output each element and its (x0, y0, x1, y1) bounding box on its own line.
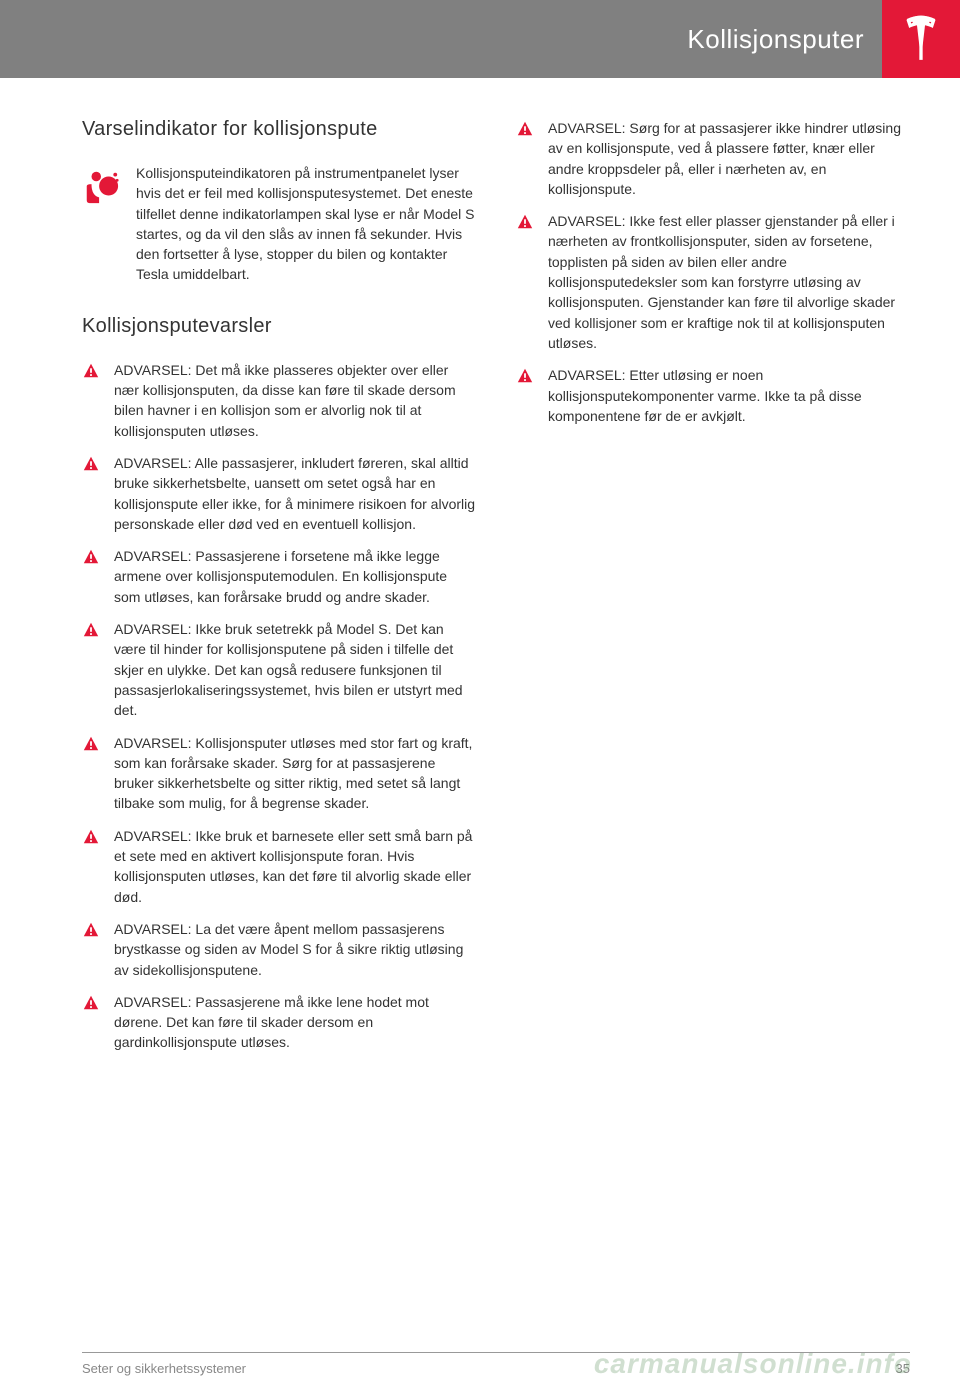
logo-container (882, 0, 960, 78)
warning-triangle-icon (82, 828, 100, 846)
warning-triangle-icon (516, 213, 534, 231)
page-content: Varselindikator for kollisjonspute Kolli… (0, 78, 960, 1065)
warning-block: ADVARSEL: Sørg for at passasjerer ikke h… (516, 118, 910, 199)
warning-block: ADVARSEL: Alle passasjerer, inkludert fø… (82, 453, 476, 534)
warning-triangle-icon (82, 362, 100, 380)
warnings-left-container: ADVARSEL: Det må ikke plasseres objekter… (82, 360, 476, 1053)
warning-triangle-icon (82, 994, 100, 1012)
warnings-right-container: ADVARSEL: Sørg for at passasjerer ikke h… (516, 118, 910, 426)
page-footer: Seter og sikkerhetssystemer 35 (0, 1352, 960, 1376)
warning-block: ADVARSEL: Ikke fest eller plasser gjenst… (516, 211, 910, 353)
warning-block: ADVARSEL: Ikke bruk et barnesete eller s… (82, 826, 476, 907)
section-heading-indicator: Varselindikator for kollisjonspute (82, 118, 476, 141)
page-header: Kollisjonsputer (0, 0, 960, 78)
warning-text: ADVARSEL: Ikke bruk setetrekk på Model S… (114, 619, 476, 720)
warning-block: ADVARSEL: Det må ikke plasseres objekter… (82, 360, 476, 441)
footer-page-number: 35 (896, 1361, 910, 1376)
warning-triangle-icon (82, 548, 100, 566)
warning-block: ADVARSEL: Passasjerene må ikke lene hode… (82, 992, 476, 1053)
warning-triangle-icon (82, 735, 100, 753)
warning-triangle-icon (516, 367, 534, 385)
warning-text: ADVARSEL: Ikke fest eller plasser gjenst… (548, 211, 910, 353)
warning-block: ADVARSEL: Etter utløsing er noen kollisj… (516, 365, 910, 426)
warning-block: ADVARSEL: Passasjerene i forsetene må ik… (82, 546, 476, 607)
section-heading-warnings: Kollisjonsputevarsler (82, 315, 476, 338)
warning-text: ADVARSEL: Kollisjonsputer utløses med st… (114, 733, 476, 814)
warning-triangle-icon (82, 621, 100, 639)
airbag-icon (82, 167, 120, 205)
right-column: ADVARSEL: Sørg for at passasjerer ikke h… (516, 118, 910, 1065)
warning-triangle-icon (516, 120, 534, 138)
warning-block: ADVARSEL: La det være åpent mellom passa… (82, 919, 476, 980)
indicator-text: Kollisjonsputeindikatoren på instrumentp… (136, 163, 476, 285)
warning-text: ADVARSEL: Det må ikke plasseres objekter… (114, 360, 476, 441)
indicator-block: Kollisjonsputeindikatoren på instrumentp… (82, 163, 476, 285)
footer-line: Seter og sikkerhetssystemer 35 (82, 1352, 910, 1376)
warning-text: ADVARSEL: Sørg for at passasjerer ikke h… (548, 118, 910, 199)
warning-text: ADVARSEL: La det være åpent mellom passa… (114, 919, 476, 980)
warning-triangle-icon (82, 455, 100, 473)
warning-text: ADVARSEL: Passasjerene i forsetene må ik… (114, 546, 476, 607)
warning-triangle-icon (82, 921, 100, 939)
tesla-logo-icon (900, 14, 942, 64)
warning-text: ADVARSEL: Ikke bruk et barnesete eller s… (114, 826, 476, 907)
warning-block: ADVARSEL: Ikke bruk setetrekk på Model S… (82, 619, 476, 720)
warning-text: ADVARSEL: Alle passasjerer, inkludert fø… (114, 453, 476, 534)
warning-text: ADVARSEL: Etter utløsing er noen kollisj… (548, 365, 910, 426)
left-column: Varselindikator for kollisjonspute Kolli… (82, 118, 476, 1065)
warning-block: ADVARSEL: Kollisjonsputer utløses med st… (82, 733, 476, 814)
footer-section-name: Seter og sikkerhetssystemer (82, 1361, 246, 1376)
header-title: Kollisjonsputer (687, 24, 864, 55)
warning-text: ADVARSEL: Passasjerene må ikke lene hode… (114, 992, 476, 1053)
